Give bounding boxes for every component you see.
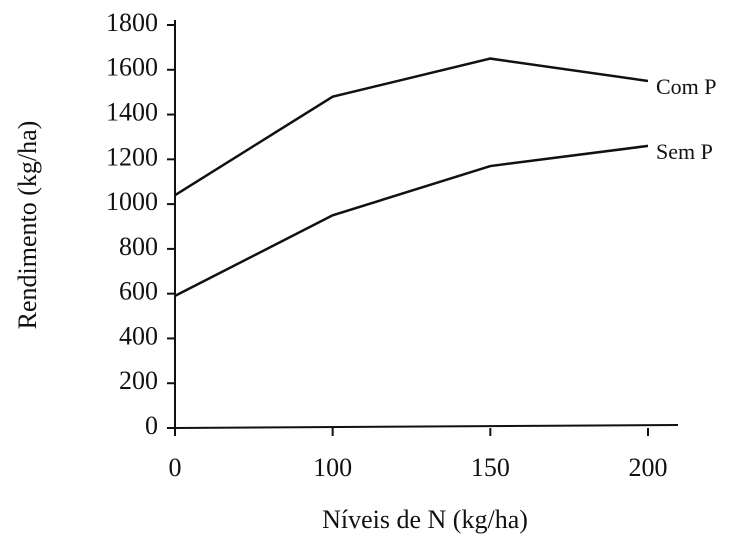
series-line — [174, 144, 649, 298]
y-tick-label: 0 — [145, 411, 158, 440]
y-tick-label: 400 — [119, 321, 158, 350]
series-label: Com P — [656, 74, 717, 99]
x-axis-label: Níveis de N (kg/ha) — [322, 505, 528, 534]
x-tick-label: 200 — [629, 453, 668, 482]
series-label: Sem P — [656, 139, 713, 164]
y-tick-label: 200 — [119, 366, 158, 395]
y-tick-label: 600 — [119, 277, 158, 306]
y-tick-label: 1800 — [106, 8, 158, 37]
x-tick-label: 0 — [169, 453, 182, 482]
series-line — [174, 57, 649, 197]
x-tick-label: 100 — [313, 453, 352, 482]
y-tick-label: 1600 — [106, 53, 158, 82]
y-tick-label: 800 — [119, 232, 158, 261]
y-tick-label: 1200 — [106, 142, 158, 171]
y-tick-label: 1000 — [106, 187, 158, 216]
x-tick-label: 150 — [471, 453, 510, 482]
y-tick-label: 1400 — [106, 98, 158, 127]
x-axis — [174, 424, 679, 429]
y-axis-label: Rendimento (kg/ha) — [13, 121, 42, 330]
